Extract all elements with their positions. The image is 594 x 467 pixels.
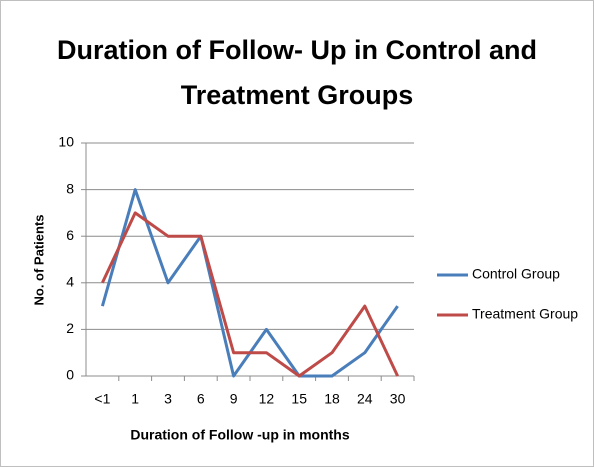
x-tick-label: 9 <box>230 391 238 407</box>
chart-title: Treatment Groups <box>181 80 414 110</box>
x-tick-label: 30 <box>390 391 406 407</box>
chart-title: Duration of Follow- Up in Control and <box>57 35 537 65</box>
y-tick-label: 6 <box>66 227 74 243</box>
y-tick-label: 2 <box>66 320 74 336</box>
legend-label: Treatment Group <box>472 306 578 322</box>
x-tick-label: 12 <box>259 391 275 407</box>
y-tick-label: 0 <box>66 367 74 383</box>
series-line <box>101 211 399 378</box>
x-tick-label: 6 <box>197 391 205 407</box>
legend-label: Control Group <box>472 266 560 282</box>
y-tick-label: 4 <box>66 274 74 290</box>
y-axis-label: No. of Patients <box>31 214 46 305</box>
x-tick-label: 1 <box>131 391 139 407</box>
y-tick-label: 10 <box>58 134 74 150</box>
y-tick-label: 8 <box>66 180 74 196</box>
x-tick-label: 3 <box>164 391 172 407</box>
x-axis-label: Duration of Follow -up in months <box>130 427 350 443</box>
x-tick-label: 24 <box>357 391 373 407</box>
x-tick-label: <1 <box>94 391 110 407</box>
x-tick-label: 15 <box>291 391 307 407</box>
x-tick-label: 18 <box>324 391 340 407</box>
